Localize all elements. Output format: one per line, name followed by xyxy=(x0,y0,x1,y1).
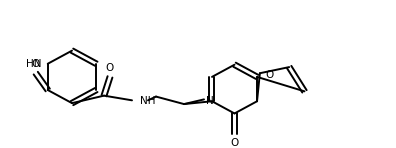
Text: O: O xyxy=(266,70,274,80)
Text: NH: NH xyxy=(140,96,156,106)
Text: N: N xyxy=(206,96,214,106)
Text: O: O xyxy=(32,59,40,69)
Text: O: O xyxy=(106,63,114,73)
Text: O: O xyxy=(230,138,239,148)
Text: HN: HN xyxy=(26,59,42,69)
